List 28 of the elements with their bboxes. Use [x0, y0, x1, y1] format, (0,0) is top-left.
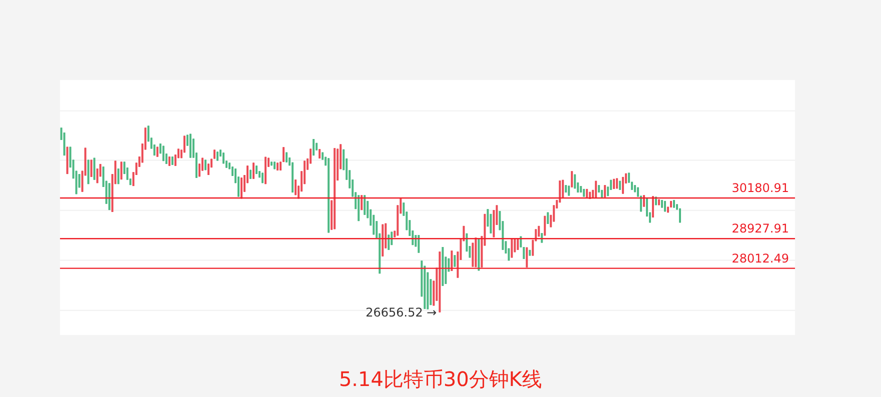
ref-line-label: 28927.91 — [732, 222, 789, 236]
candlestick — [312, 138, 315, 156]
candlestick — [388, 234, 390, 250]
candlestick — [168, 156, 170, 166]
candlestick — [117, 168, 120, 185]
candlestick — [418, 234, 420, 254]
candlestick — [294, 179, 297, 196]
candlestick — [90, 159, 92, 178]
candlestick — [364, 194, 366, 216]
ref-line-label: 30180.91 — [732, 181, 789, 195]
candlestick — [252, 162, 255, 180]
candlestick — [490, 213, 492, 234]
candlestick — [622, 176, 624, 194]
candlestick — [526, 246, 528, 268]
candlestick — [570, 170, 573, 188]
ref-line-label: 28012.49 — [732, 251, 789, 266]
candlestick — [318, 148, 321, 159]
candlestick — [604, 184, 606, 198]
candlestick — [96, 168, 98, 184]
candlestick — [652, 196, 654, 218]
candlestick — [93, 157, 96, 180]
candlestick — [189, 133, 192, 158]
candlestick — [454, 254, 456, 268]
text: 5.14比特币30分钟K线 — [338, 367, 542, 391]
annotation: 26656.52 → — [366, 305, 437, 320]
candlestick — [120, 161, 122, 180]
candlestick — [568, 185, 570, 196]
candlestick — [213, 149, 216, 160]
